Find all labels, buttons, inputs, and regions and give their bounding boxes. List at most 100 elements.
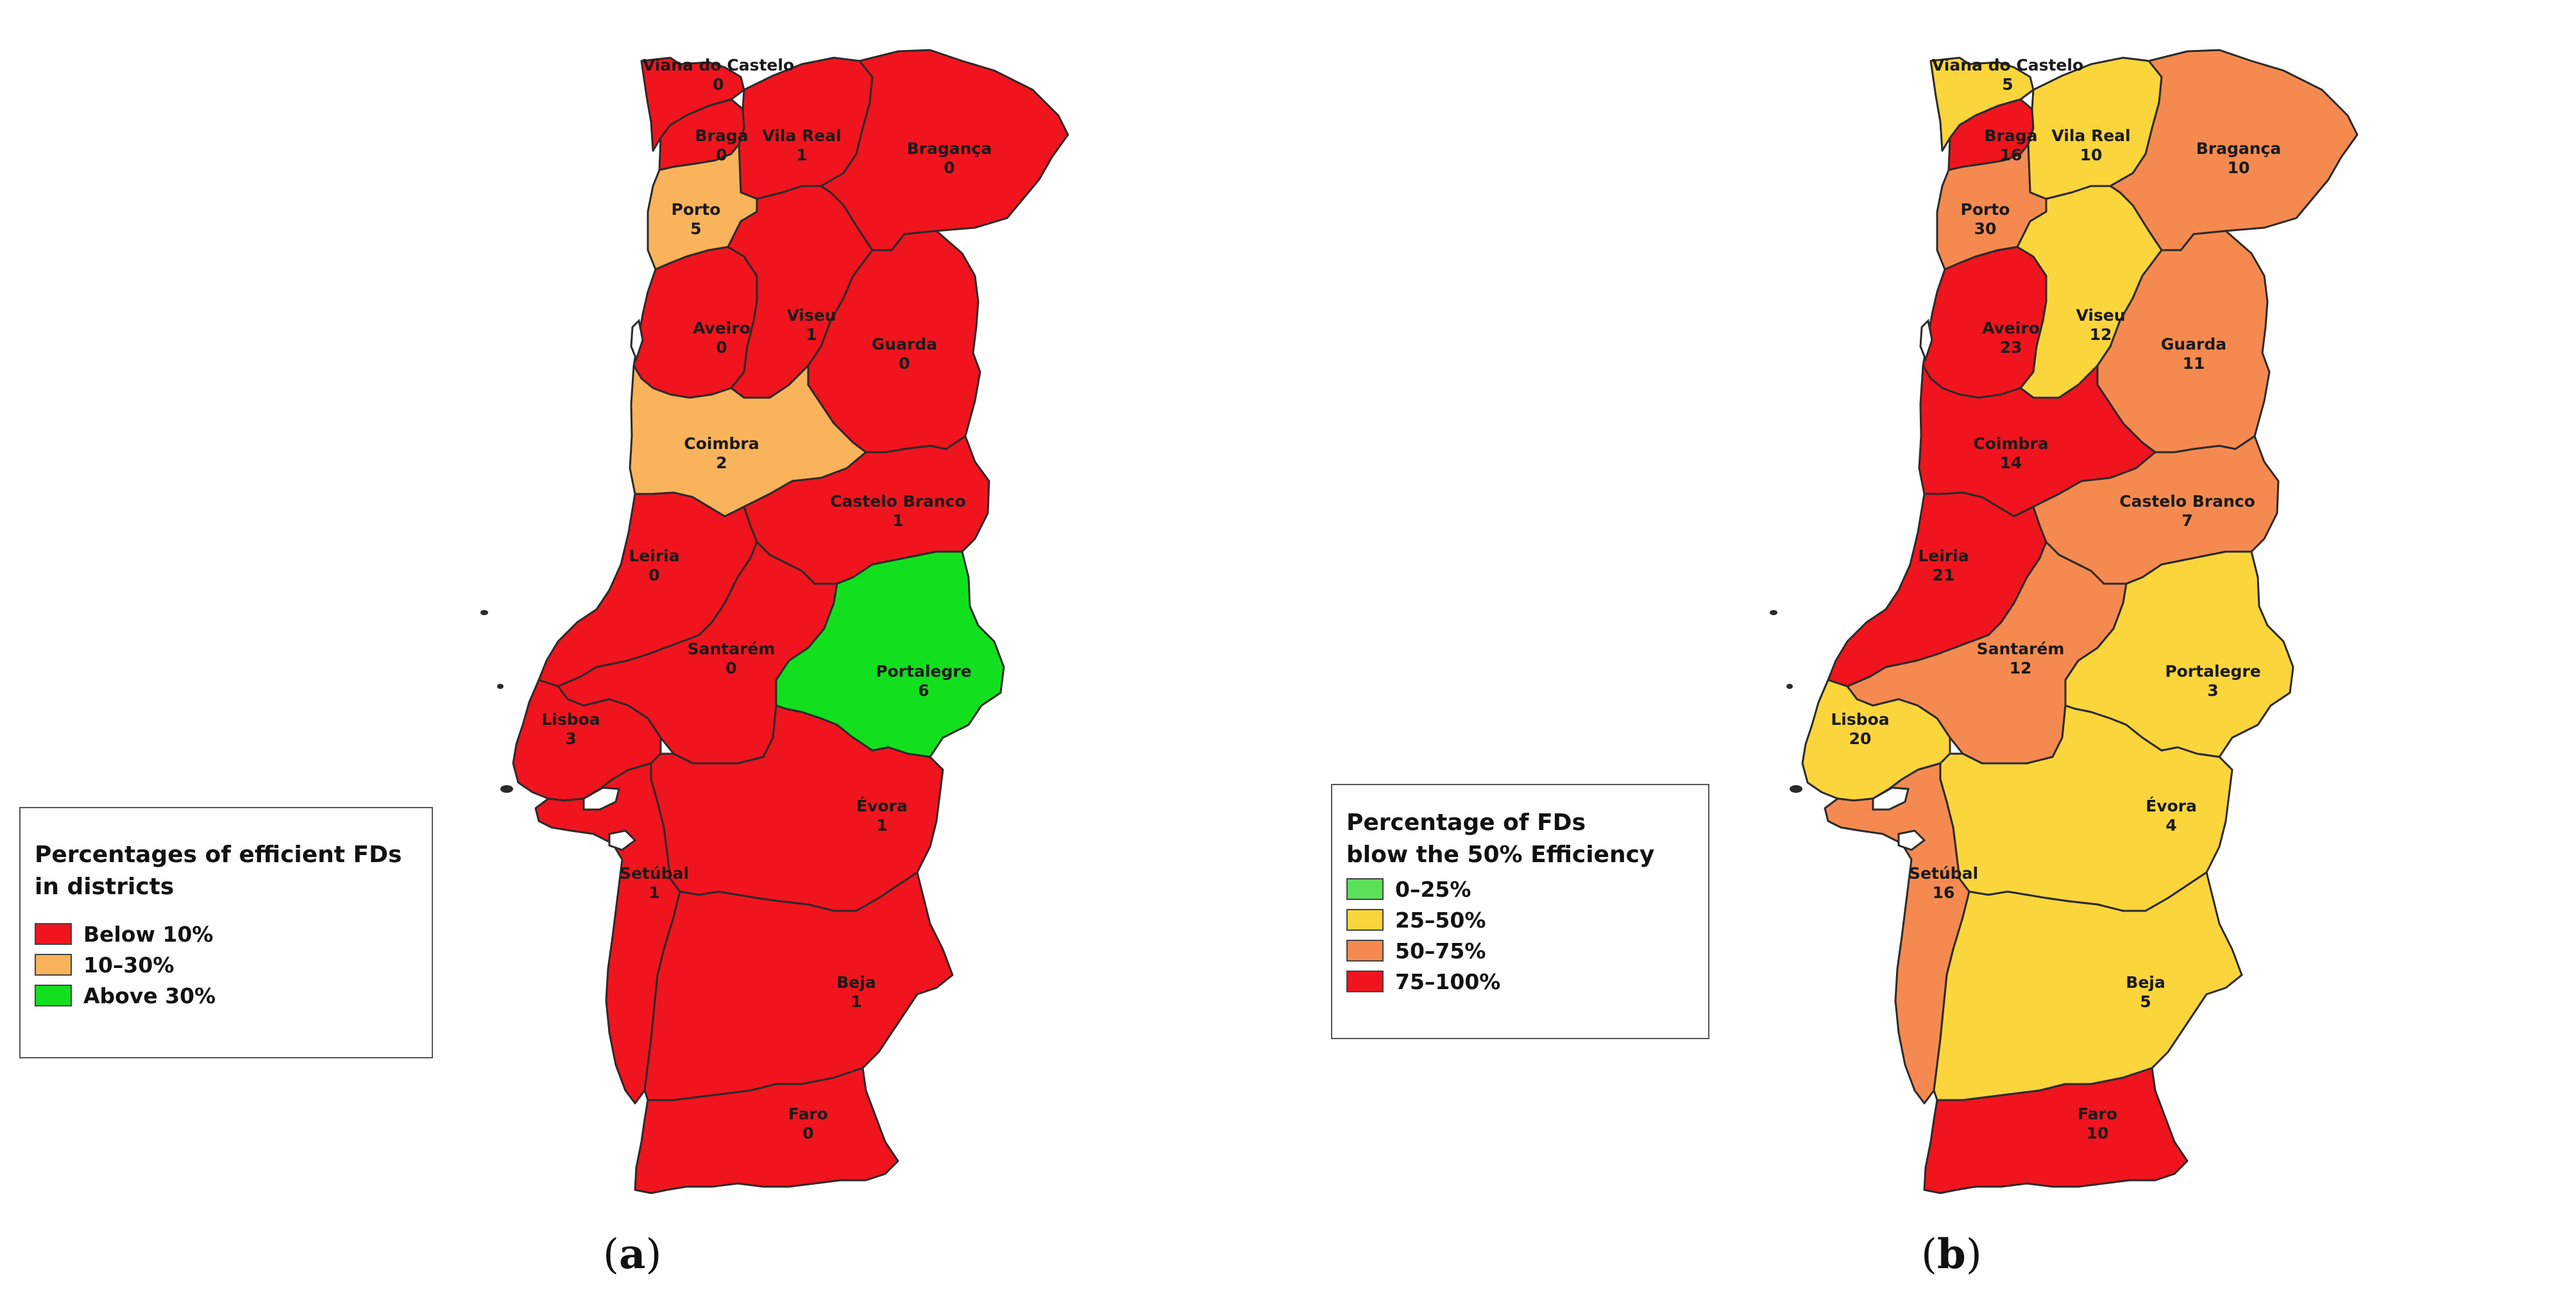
district-value-aveiro: 23	[2000, 338, 2022, 357]
legend-b-title-line-1: Percentage of FDs	[1346, 810, 1586, 836]
district-name-portalegre: Portalegre	[876, 662, 971, 681]
legend-label: 50–75%	[1395, 938, 1486, 963]
district-name-braganca: Bragança	[2196, 139, 2282, 158]
district-name-braga: Braga	[695, 126, 748, 145]
district-name-lisboa: Lisboa	[1831, 710, 1889, 729]
district-faro	[1923, 1067, 2189, 1194]
district-value-vila-real: 1	[796, 146, 807, 164]
district-name-santarem: Santarém	[1977, 640, 2065, 658]
legend-label: 75–100%	[1395, 969, 1501, 994]
caption-open-paren: (	[1921, 1231, 1937, 1278]
district-name-aveiro: Aveiro	[1982, 319, 2040, 337]
district-value-faro: 10	[2087, 1124, 2109, 1142]
islet-mark	[500, 785, 513, 793]
district-name-braga: Braga	[1984, 126, 2037, 145]
caption-open-paren: (	[603, 1231, 619, 1278]
district-name-beja: Beja	[836, 973, 876, 992]
caption-letter: a	[618, 1230, 646, 1278]
district-name-braganca: Bragança	[907, 139, 992, 158]
legend-label: 25–50%	[1395, 907, 1486, 933]
estuary-mark	[1897, 829, 1926, 851]
district-value-santarem: 0	[725, 659, 736, 677]
district-name-coimbra: Coimbra	[684, 434, 759, 453]
district-name-guarda: Guarda	[872, 335, 937, 353]
district-value-leiria: 0	[648, 566, 659, 584]
legend-b-item: 25–50%	[1346, 907, 1708, 933]
district-value-porto: 30	[1974, 219, 1997, 238]
district-value-viana-do-castelo: 5	[2002, 75, 2013, 94]
estuary-mark	[1919, 318, 1933, 362]
legend-b: Percentage of FDs blow the 50% Efficienc…	[1331, 784, 1709, 1039]
district-value-santarem: 12	[2010, 659, 2032, 677]
islet-mark	[1770, 610, 1777, 615]
district-value-aveiro: 0	[716, 338, 727, 357]
legend-a-title-line-2: in districts	[35, 874, 174, 900]
legend-b-item: 0–25%	[1346, 876, 1708, 902]
district-value-portalegre: 3	[2207, 681, 2218, 700]
district-name-vila-real: Vila Real	[2051, 126, 2130, 145]
islet-mark	[1786, 684, 1793, 689]
district-name-viseu: Viseu	[2076, 306, 2125, 325]
district-name-viseu: Viseu	[786, 306, 836, 325]
district-name-vila-real: Vila Real	[762, 126, 841, 145]
district-name-coimbra: Coimbra	[1973, 434, 2048, 453]
district-name-lisboa: Lisboa	[541, 710, 600, 729]
legend-b-item: 75–100%	[1346, 969, 1708, 994]
legend-swatch	[35, 923, 72, 945]
estuary-mark	[630, 318, 644, 362]
district-value-braga: 0	[716, 146, 727, 164]
estuary-mark	[608, 829, 637, 851]
legend-swatch	[1346, 878, 1384, 900]
district-value-viseu: 1	[806, 325, 817, 344]
district-value-lisboa: 20	[1849, 729, 1872, 748]
district-value-setubal: 16	[1933, 883, 1955, 902]
district-value-viana-do-castelo: 0	[713, 75, 724, 94]
district-name-porto: Porto	[672, 200, 721, 219]
legend-label: 0–25%	[1395, 876, 1471, 902]
district-name-portalegre: Portalegre	[2165, 662, 2260, 681]
district-value-beja: 1	[851, 992, 861, 1011]
legend-swatch	[35, 985, 72, 1006]
estuary-mark	[582, 786, 620, 811]
district-value-porto: 5	[690, 219, 701, 238]
district-name-viana-do-castelo: Viana do Castelo	[1932, 56, 2083, 74]
district-value-braga: 16	[2000, 146, 2022, 164]
district-name-leiria: Leiria	[1918, 547, 1969, 565]
district-name-setubal: Setúbal	[1909, 864, 1978, 883]
district-name-castelo-branco: Castelo Branco	[2119, 492, 2255, 511]
legend-label: Above 30%	[83, 983, 216, 1008]
district-name-faro: Faro	[788, 1105, 828, 1123]
district-value-evora: 4	[2165, 816, 2176, 835]
district-name-viana-do-castelo: Viana do Castelo	[643, 56, 794, 74]
district-value-vila-real: 10	[2080, 146, 2103, 164]
legend-swatch	[1346, 971, 1384, 992]
district-value-leiria: 21	[1933, 566, 1955, 584]
caption-a: (a)	[603, 1230, 661, 1278]
district-name-faro: Faro	[2078, 1105, 2117, 1123]
district-value-evora: 1	[876, 816, 887, 835]
caption-letter: b	[1936, 1230, 1966, 1278]
caption-b: (b)	[1921, 1230, 1982, 1278]
district-value-lisboa: 3	[565, 729, 576, 748]
caption-close-paren: )	[1965, 1231, 1982, 1278]
district-name-evora: Évora	[856, 797, 908, 815]
district-value-faro: 0	[802, 1124, 813, 1142]
district-value-setubal: 1	[648, 883, 659, 902]
islet-mark	[497, 684, 504, 689]
islet-mark	[480, 610, 488, 615]
district-beja	[1933, 871, 2243, 1101]
legend-a-item: Below 10%	[35, 921, 432, 947]
district-name-setubal: Setúbal	[620, 864, 689, 883]
district-name-guarda: Guarda	[2161, 335, 2226, 353]
legend-a-title-line-1: Percentages of efficient FDs	[35, 842, 402, 868]
legend-a-item: Above 30%	[35, 983, 432, 1008]
district-value-portalegre: 6	[918, 681, 929, 700]
caption-close-paren: )	[645, 1231, 662, 1278]
district-value-beja: 5	[2140, 992, 2151, 1011]
district-value-braganca: 10	[2228, 158, 2250, 177]
district-value-coimbra: 2	[716, 454, 727, 472]
legend-a-item: 10–30%	[35, 952, 432, 978]
district-name-leiria: Leiria	[629, 547, 679, 565]
